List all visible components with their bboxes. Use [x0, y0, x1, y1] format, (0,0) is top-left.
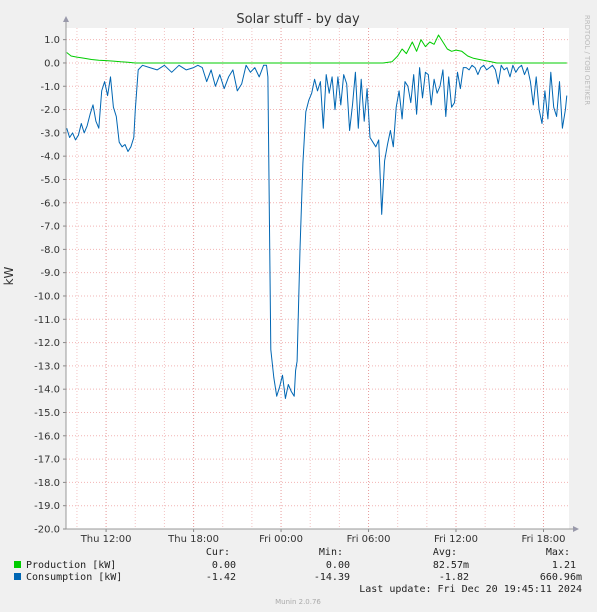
legend-swatch-production [14, 561, 21, 568]
y-axis-label: kW [2, 266, 16, 285]
last-update: Last update: Fri Dec 20 19:45:11 2024 [359, 584, 582, 595]
series-line-production [66, 34, 567, 64]
legend-min-consumption: -14.39 [314, 572, 350, 583]
legend-header-avg: Avg: [433, 547, 457, 558]
legend-cur-production: 0.00 [212, 560, 236, 571]
legend-avg-consumption: -1.82 [439, 572, 469, 583]
y-tick-label: -12.0 [34, 338, 60, 349]
x-tick-labels: Thu 12:00 Thu 18:00 Fri 00:00 Fri 06:00 Fri … [80, 534, 566, 545]
y-tick-label: -4.0 [40, 152, 60, 163]
legend-max-production: 1.21 [552, 560, 576, 571]
legend-cur-consumption: -1.42 [206, 572, 236, 583]
x-tick-label: Fri 18:00 [522, 534, 566, 545]
legend-avg-production: 82.57m [433, 560, 469, 571]
y-tick-label: -3.0 [40, 128, 60, 139]
y-tick-label: -1.0 [40, 82, 60, 93]
y-tick-label: -16.0 [34, 431, 60, 442]
y-tick-label: -17.0 [34, 455, 60, 466]
legend-swatch-consumption [14, 573, 21, 580]
chart-title: Solar stuff - by day [236, 12, 360, 27]
x-axis-arrow [573, 526, 579, 532]
munin-version: Munin 2.0.76 [275, 598, 321, 606]
x-tick-label: Fri 12:00 [434, 534, 478, 545]
y-tick-label: -10.0 [34, 291, 60, 302]
series-lines [66, 34, 568, 399]
y-tick-label: -7.0 [40, 222, 60, 233]
y-tick-label: -19.0 [34, 501, 60, 512]
y-tick-label: -5.0 [40, 175, 60, 186]
y-tick-label: -15.0 [34, 408, 60, 419]
legend-max-consumption: 660.96m [540, 572, 582, 583]
legend-header-max: Max: [546, 547, 570, 558]
x-tick-label: Thu 12:00 [80, 534, 132, 545]
legend-header-min: Min: [319, 547, 343, 558]
legend-header-cur: Cur: [206, 547, 230, 558]
y-tick-label: -18.0 [34, 478, 60, 489]
y-tick-label: -13.0 [34, 361, 60, 372]
axes [63, 16, 579, 532]
plot-area [66, 28, 569, 529]
legend-name-production: Production [kW] [26, 560, 116, 571]
rrdtool-credit: RRDTOOL / TOBI OETIKER [583, 15, 591, 105]
x-tick-label: Fri 00:00 [259, 534, 303, 545]
y-tick-label: -6.0 [40, 198, 60, 209]
legend-min-production: 0.00 [326, 560, 350, 571]
y-axis-arrow [63, 16, 69, 22]
y-tick-label: -11.0 [34, 315, 60, 326]
series-line-consumption [66, 64, 568, 399]
x-tick-label: Fri 06:00 [347, 534, 391, 545]
y-tick-label: 0.0 [44, 58, 60, 69]
legend-name-consumption: Consumption [kW] [26, 572, 122, 583]
grid [66, 28, 569, 530]
y-tick-label: -8.0 [40, 245, 60, 256]
y-tick-label: -9.0 [40, 268, 60, 279]
x-tick-label: Thu 18:00 [167, 534, 219, 545]
y-tick-label: -2.0 [40, 105, 60, 116]
y-tick-label: -20.0 [34, 525, 60, 536]
y-tick-labels: 1.0 0.0 -1.0 -2.0 -3.0 -4.0 -5.0 -6.0 -7.0 -8.0 -9… [34, 35, 60, 535]
y-tick-label: 1.0 [44, 35, 60, 46]
y-tick-label: -14.0 [34, 385, 60, 396]
